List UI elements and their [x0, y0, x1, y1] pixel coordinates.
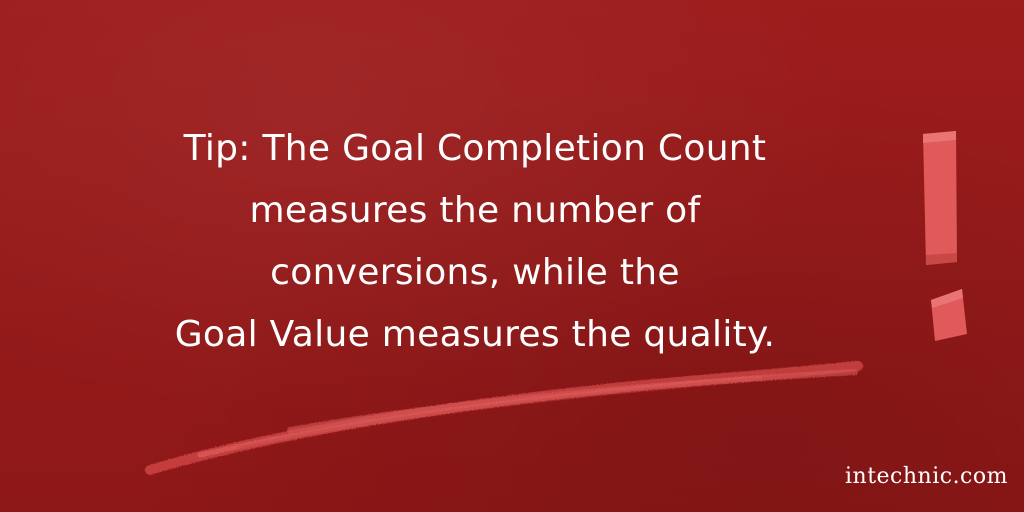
tip-message: Tip: The Goal Completion Count measures …	[60, 118, 890, 366]
tip-line-4: Goal Value measures the quality.	[174, 314, 776, 355]
tip-line-1: Tip: The Goal Completion Count	[183, 128, 767, 169]
chalk-underline-stroke	[145, 361, 863, 475]
exclamation-mark-icon	[923, 131, 967, 341]
site-watermark: intechnic.com	[844, 464, 1008, 489]
tip-line-2: measures the number of	[249, 190, 701, 231]
tip-line-3: conversions, while the	[270, 252, 680, 293]
